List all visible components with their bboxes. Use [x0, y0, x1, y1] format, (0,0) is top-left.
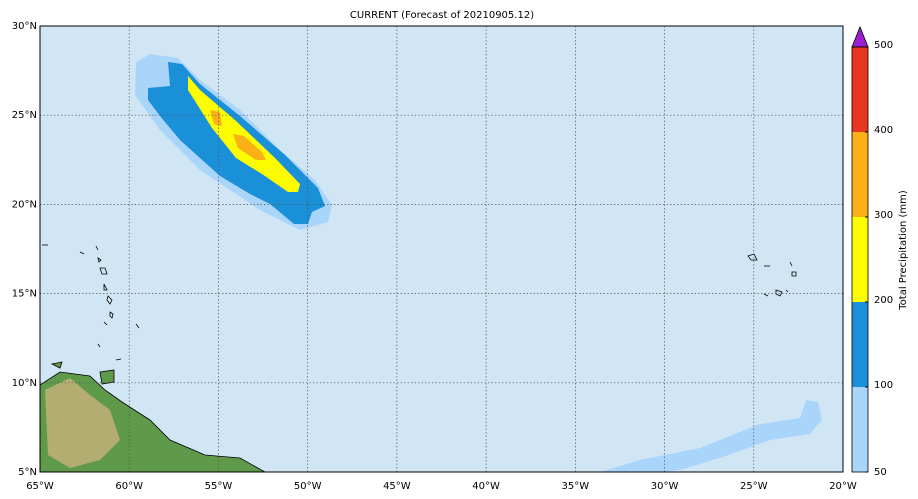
- colorbar-segment: [852, 302, 868, 387]
- colorbar-segment: [852, 132, 868, 217]
- lon-label: 25°W: [740, 481, 768, 492]
- colorbar-extend: [851, 25, 869, 48]
- colorbar-tick-label: 200: [874, 295, 893, 306]
- lon-label: 55°W: [205, 481, 233, 492]
- colorbar-segment: [852, 47, 868, 132]
- trinidad: [50, 361, 115, 385]
- colorbar-segment: [852, 387, 868, 472]
- lon-label: 40°W: [472, 481, 500, 492]
- lat-label: 15°N: [12, 289, 37, 300]
- lon-label: 65°W: [26, 481, 54, 492]
- precip-50-south: [600, 400, 822, 472]
- colorbar-tick-label: 500: [874, 40, 893, 51]
- lat-label: 30°N: [12, 21, 37, 32]
- lat-label: 5°N: [18, 467, 37, 478]
- precip-300: [210, 110, 266, 160]
- lon-label: 30°W: [651, 481, 679, 492]
- colorbar-tick-label: 100: [874, 380, 893, 391]
- colorbar: 50 100 200 300 400 500: [851, 25, 893, 478]
- lon-label: 20°W: [829, 481, 857, 492]
- lat-label: 10°N: [12, 378, 37, 389]
- graticule: [40, 26, 843, 472]
- map-frame: [39, 25, 844, 473]
- highlands: [45, 378, 120, 468]
- map-title: CURRENT (Forecast of 20210905.12): [350, 10, 534, 21]
- lat-label: 25°N: [12, 110, 37, 121]
- lon-label: 60°W: [115, 481, 143, 492]
- lon-label: 45°W: [383, 481, 411, 492]
- colorbar-segment: [852, 217, 868, 302]
- islands: [42, 244, 797, 361]
- colorbar-tick-label: 50: [874, 467, 887, 478]
- colorbar-frame: [851, 46, 869, 473]
- lon-label: 50°W: [294, 481, 322, 492]
- lon-label: 35°W: [562, 481, 590, 492]
- colorbar-tick-label: 300: [874, 210, 893, 221]
- map: [40, 26, 843, 472]
- lat-label: 20°N: [12, 199, 37, 210]
- colorbar-tick-label: 400: [874, 125, 893, 136]
- colorbar-label: Total Precipitation (mm): [898, 190, 909, 311]
- precip-200: [188, 76, 300, 192]
